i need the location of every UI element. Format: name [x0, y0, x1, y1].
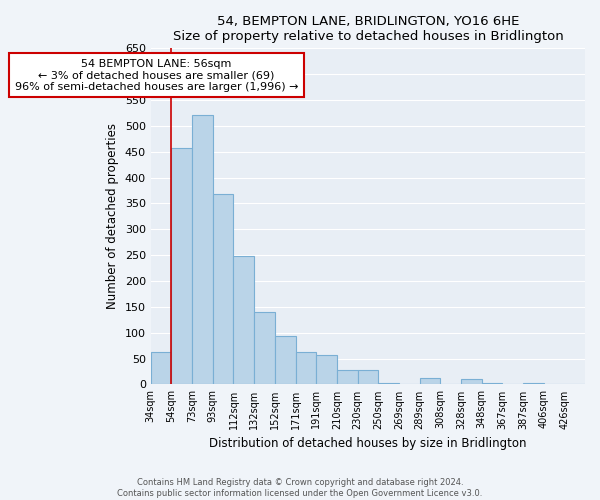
Bar: [254, 312, 275, 384]
Bar: [172, 148, 192, 384]
Title: 54, BEMPTON LANE, BRIDLINGTON, YO16 6HE
Size of property relative to detached ho: 54, BEMPTON LANE, BRIDLINGTON, YO16 6HE …: [173, 15, 563, 43]
Bar: [233, 256, 254, 384]
Bar: [296, 352, 316, 384]
Bar: [316, 355, 337, 384]
Bar: [213, 194, 233, 384]
Bar: [461, 380, 482, 384]
Bar: [337, 370, 358, 384]
Text: 54 BEMPTON LANE: 56sqm
← 3% of detached houses are smaller (69)
96% of semi-deta: 54 BEMPTON LANE: 56sqm ← 3% of detached …: [14, 58, 298, 92]
Bar: [151, 352, 172, 384]
Bar: [419, 378, 440, 384]
Bar: [275, 336, 296, 384]
X-axis label: Distribution of detached houses by size in Bridlington: Distribution of detached houses by size …: [209, 437, 527, 450]
Bar: [192, 115, 213, 384]
Text: Contains HM Land Registry data © Crown copyright and database right 2024.
Contai: Contains HM Land Registry data © Crown c…: [118, 478, 482, 498]
Bar: [358, 370, 378, 384]
Y-axis label: Number of detached properties: Number of detached properties: [106, 124, 119, 310]
